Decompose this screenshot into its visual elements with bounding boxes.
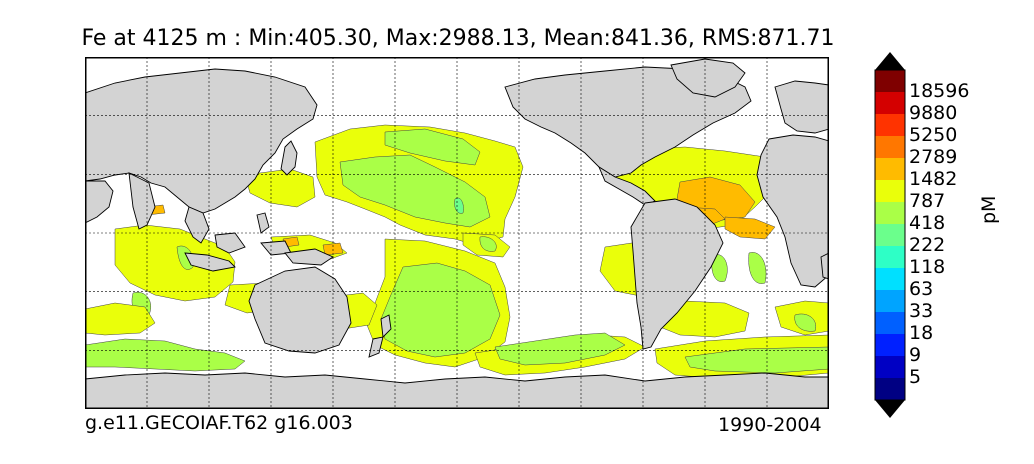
map-title: Fe at 4125 m : Min:405.30, Max:2988.13, … xyxy=(81,26,835,51)
colorbar-segment xyxy=(875,246,905,269)
colorbar-segment xyxy=(875,70,905,93)
colorbar-segment xyxy=(875,378,905,401)
colorbar-tick-label: 63 xyxy=(909,278,934,300)
fe-concentration-field xyxy=(85,124,829,380)
colorbar-tick-label: 18596 xyxy=(909,80,970,102)
colorbar-tick-label: 1482 xyxy=(909,168,958,190)
colorbar-tick-label: 5250 xyxy=(909,124,958,146)
colorbar-segment xyxy=(875,290,905,313)
colorbar-segment xyxy=(875,202,905,225)
colorbar-segment xyxy=(875,180,905,203)
case-name: g.e11.GECOIAF.T62 g16.003 xyxy=(85,412,353,434)
map-frame xyxy=(85,57,829,409)
colorbar-segment xyxy=(875,312,905,335)
colorbar-segment xyxy=(875,356,905,379)
colorbar-segment xyxy=(875,92,905,115)
colorbar-segment xyxy=(875,136,905,159)
colorbar-segment xyxy=(875,158,905,181)
graticule xyxy=(85,57,829,409)
colorbar-unit-label: pM xyxy=(978,195,1000,224)
colorbar-segment xyxy=(875,224,905,247)
colorbar-tick-label: 2789 xyxy=(909,146,958,168)
colorbar-tick-label: 5 xyxy=(909,366,922,388)
colorbar xyxy=(874,52,906,418)
colorbar-extend-min xyxy=(875,400,905,418)
colorbar-extend-max xyxy=(875,52,905,70)
colorbar-tick-label: 418 xyxy=(909,212,946,234)
colorbar-segment xyxy=(875,268,905,291)
colorbar-tick-label: 33 xyxy=(909,300,934,322)
land-masses xyxy=(85,58,829,409)
colorbar-tick-label: 222 xyxy=(909,234,946,256)
time-period: 1990-2004 xyxy=(718,414,822,436)
colorbar-tick-label: 787 xyxy=(909,190,946,212)
colorbar-tick-label: 9880 xyxy=(909,102,958,124)
colorbar-tick-label: 9 xyxy=(909,344,922,366)
colorbar-segment xyxy=(875,114,905,137)
colorbar-tick-label: 118 xyxy=(909,256,946,278)
map-panel xyxy=(85,57,829,409)
colorbar-segment xyxy=(875,334,905,357)
colorbar-tick-label: 18 xyxy=(909,322,934,344)
